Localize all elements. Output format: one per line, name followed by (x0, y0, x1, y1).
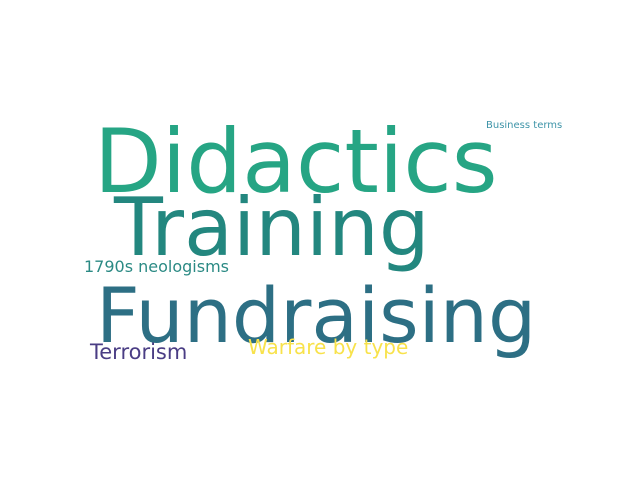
word-training: Training (114, 181, 430, 274)
word-1790s-neologisms: 1790s neologisms (84, 257, 230, 276)
word-terrorism: Terrorism (90, 340, 188, 364)
word-warfare-by-type: Warfare by type (248, 335, 409, 359)
word-didactics: Didactics (94, 110, 498, 213)
word-fundraising: Fundraising (96, 271, 537, 360)
word-business-terms: Business terms (486, 120, 563, 131)
